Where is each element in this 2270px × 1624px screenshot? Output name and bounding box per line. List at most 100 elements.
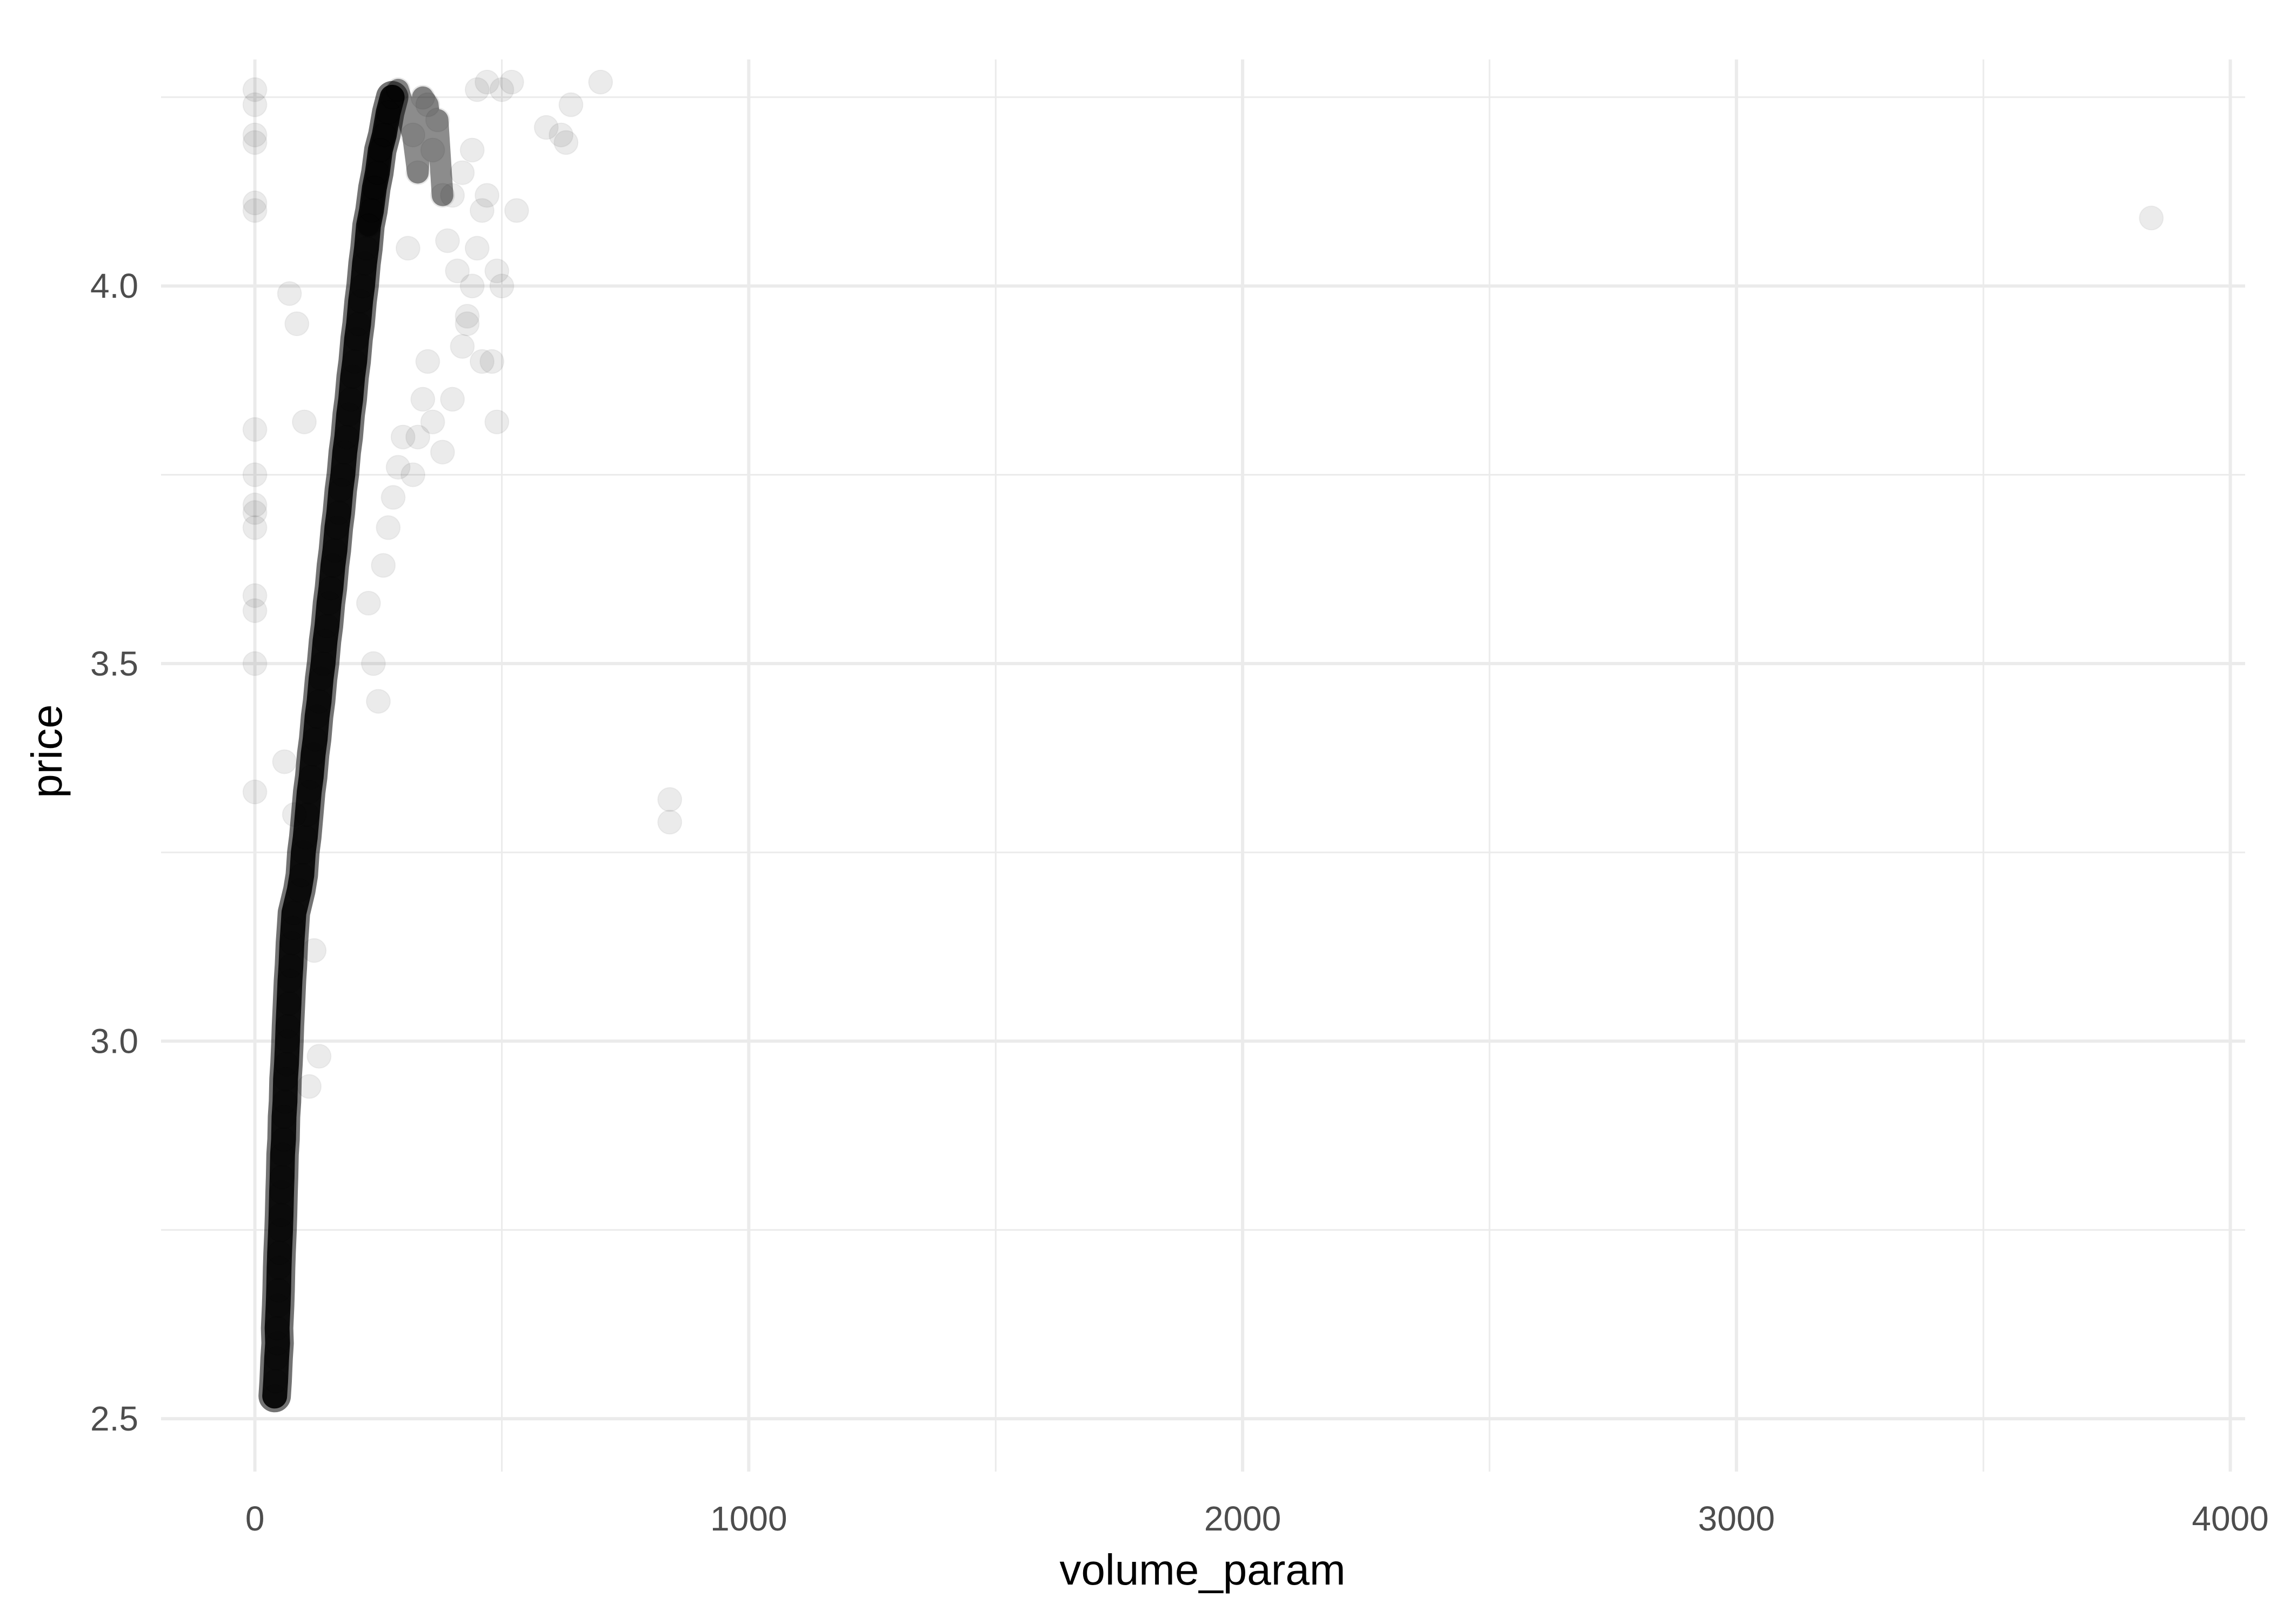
- y-tick-label: 3.0: [90, 1022, 138, 1061]
- data-point: [350, 273, 375, 299]
- dense-band-core: [262, 84, 405, 1409]
- data-point: [298, 764, 324, 790]
- data-point: [479, 349, 505, 374]
- data-point: [549, 122, 574, 148]
- data-point: [553, 130, 579, 155]
- data-point: [445, 258, 470, 284]
- data-point: [484, 409, 510, 435]
- data-point: [267, 1240, 292, 1265]
- data-point: [310, 651, 336, 676]
- data-point: [410, 386, 436, 412]
- data-point: [376, 99, 401, 125]
- data-point: [242, 651, 268, 676]
- data-point: [279, 930, 305, 955]
- data-point: [440, 386, 465, 412]
- data-point: [356, 591, 381, 616]
- data-point: [405, 160, 431, 185]
- data-point: [455, 311, 480, 337]
- data-point: [275, 1028, 300, 1054]
- data-point: [336, 402, 362, 427]
- data-point: [440, 183, 465, 208]
- data-point: [354, 236, 379, 261]
- data-point: [328, 477, 353, 503]
- data-point: [273, 1066, 298, 1092]
- y-tick-label: 4.0: [90, 266, 138, 305]
- data-point: [242, 515, 268, 540]
- x-tick-label: 1000: [710, 1499, 787, 1538]
- data-point: [278, 953, 304, 978]
- data-point: [281, 900, 306, 925]
- data-point: [316, 591, 342, 616]
- data-point: [275, 1013, 301, 1039]
- data-point: [415, 349, 440, 374]
- data-point: [459, 137, 485, 163]
- data-point: [297, 1074, 322, 1099]
- y-tick-label: 3.5: [90, 644, 138, 683]
- data-point: [295, 802, 320, 827]
- data-point: [292, 409, 317, 435]
- data-point: [271, 1127, 296, 1152]
- data-point: [410, 84, 436, 110]
- data-point: [266, 1278, 291, 1303]
- data-point: [346, 311, 371, 337]
- data-point: [242, 130, 268, 155]
- data-point: [400, 122, 425, 148]
- dense-band-plateau: [357, 78, 453, 237]
- data-point: [309, 666, 334, 691]
- data-point: [269, 1165, 295, 1189]
- data-point: [312, 628, 338, 653]
- data-point: [362, 175, 387, 201]
- data-point: [376, 515, 401, 540]
- data-point: [284, 311, 310, 337]
- data-point: [269, 1202, 293, 1227]
- data-point: [352, 251, 377, 276]
- x-tick-label: 0: [245, 1499, 265, 1538]
- data-point: [405, 424, 431, 450]
- data-point: [420, 409, 445, 435]
- data-point: [340, 364, 365, 389]
- data-point: [365, 160, 390, 185]
- data-point: [264, 1346, 289, 1371]
- data-point: [324, 515, 350, 540]
- data-point: [292, 825, 318, 850]
- data-point: [504, 198, 529, 223]
- data-point: [318, 576, 344, 601]
- data-point: [301, 741, 326, 767]
- data-point: [469, 198, 495, 223]
- data-point: [242, 198, 268, 223]
- data-point: [262, 1384, 288, 1409]
- data-point: [242, 122, 268, 148]
- data-point: [268, 1217, 293, 1242]
- data-point: [344, 326, 369, 351]
- data-point: [266, 1255, 292, 1280]
- data-point: [348, 289, 373, 314]
- data-point: [330, 462, 356, 487]
- data-point: [390, 424, 416, 450]
- data-point: [588, 69, 613, 95]
- data-point: [242, 190, 268, 216]
- data-point: [385, 455, 411, 480]
- data-point: [360, 651, 386, 676]
- data-point: [379, 84, 405, 110]
- data-point: [277, 281, 302, 306]
- data-point: [271, 1104, 297, 1130]
- data-point: [321, 553, 345, 578]
- data-point: [484, 258, 510, 284]
- data-point: [415, 92, 440, 117]
- data-point: [302, 938, 327, 963]
- data-point: [459, 273, 485, 299]
- data-point: [263, 1368, 288, 1394]
- data-point: [242, 492, 268, 518]
- data-point: [270, 1142, 295, 1167]
- data-point: [306, 689, 332, 714]
- data-point: [395, 236, 420, 261]
- data-point: [322, 538, 348, 563]
- data-point: [242, 583, 268, 609]
- data-point: [242, 77, 268, 102]
- x-tick-label: 4000: [2192, 1499, 2268, 1538]
- data-point: [303, 726, 328, 752]
- data-points: [242, 69, 2164, 1409]
- data-point: [499, 69, 524, 95]
